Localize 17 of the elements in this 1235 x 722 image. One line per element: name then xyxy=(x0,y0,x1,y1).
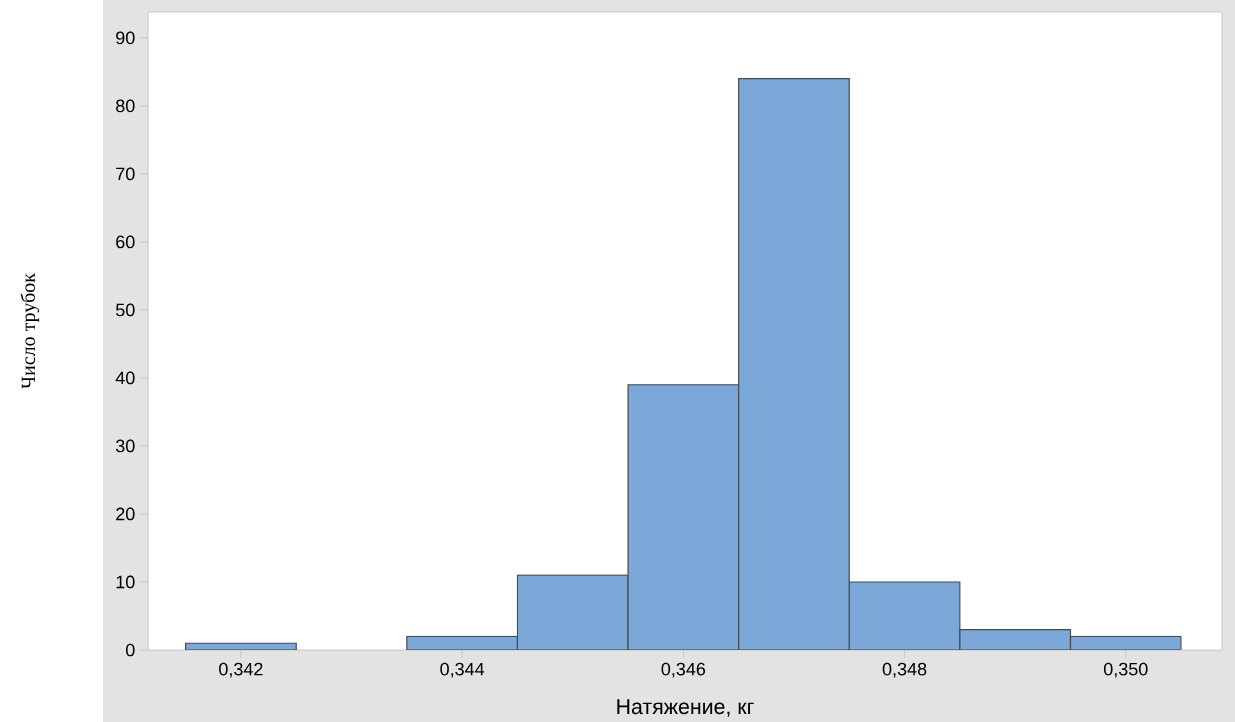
y-tick-label: 80 xyxy=(116,99,135,113)
y-tick-label: 50 xyxy=(115,303,135,317)
y-axis-title: Число трубок xyxy=(20,273,40,389)
y-tick-label: 10 xyxy=(116,575,135,589)
y-tick-label: 40 xyxy=(115,371,135,385)
x-tick-label: 0,348 xyxy=(882,662,927,678)
x-tick-label: 0,346 xyxy=(661,662,706,678)
x-axis-title: Натяжение, кг xyxy=(617,699,754,717)
x-tick-label: 0,350 xyxy=(1103,662,1148,678)
y-tick-label: 70 xyxy=(116,167,135,181)
x-tick-label: 0,344 xyxy=(440,662,485,678)
y-tick-label: 60 xyxy=(116,235,135,249)
y-tick-label: 20 xyxy=(116,507,135,521)
y-tick-label: 90 xyxy=(116,31,135,45)
x-tick-label: 0,342 xyxy=(219,662,263,678)
y-tick-label: 30 xyxy=(115,439,135,453)
y-tick-label: 0 xyxy=(125,643,135,657)
